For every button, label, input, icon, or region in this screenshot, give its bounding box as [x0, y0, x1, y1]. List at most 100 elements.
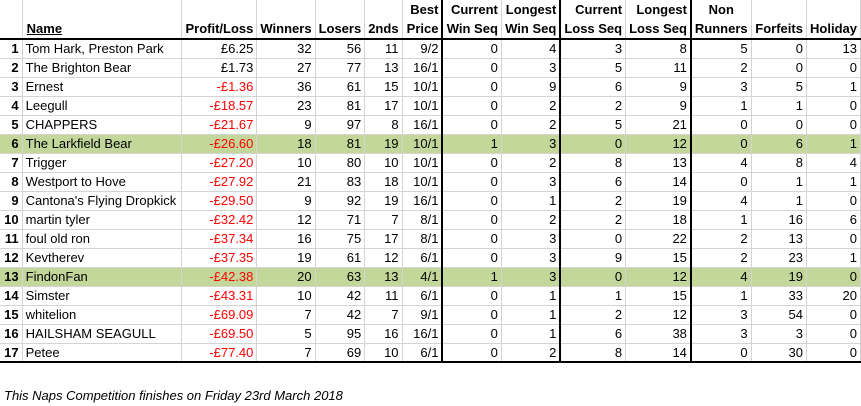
- cell-longest-loss-seq[interactable]: 8: [625, 39, 692, 59]
- cell-position[interactable]: 12: [0, 248, 23, 268]
- cell-winners[interactable]: 20: [256, 267, 316, 287]
- cell-longest-win-seq[interactable]: 2: [501, 96, 562, 116]
- cell-best-price[interactable]: 10/1: [402, 153, 443, 173]
- cell-current-win-seq[interactable]: 0: [441, 248, 502, 268]
- cell-holiday[interactable]: 0: [806, 115, 861, 135]
- cell-winners[interactable]: 32: [256, 39, 316, 59]
- cell-best-price[interactable]: 8/1: [402, 229, 443, 249]
- cell-position[interactable]: 15: [0, 305, 23, 325]
- cell-position[interactable]: 14: [0, 286, 23, 306]
- cell-holiday[interactable]: 1: [806, 134, 861, 154]
- cell-non-runners[interactable]: 0: [690, 172, 752, 192]
- cell-name[interactable]: Westport to Hove: [22, 172, 183, 192]
- cell-name[interactable]: Tom Hark, Preston Park: [22, 39, 183, 59]
- cell-longest-loss-seq[interactable]: 11: [625, 58, 692, 78]
- cell-longest-win-seq[interactable]: 3: [501, 58, 562, 78]
- cell-current-win-seq[interactable]: 0: [441, 324, 502, 344]
- cell-non-runners[interactable]: 2: [690, 229, 752, 249]
- cell-forfeits[interactable]: 0: [751, 115, 807, 135]
- cell-best-price[interactable]: 6/1: [402, 248, 443, 268]
- cell-best-price[interactable]: 16/1: [402, 191, 443, 211]
- cell-profit-loss[interactable]: -£43.31: [181, 286, 258, 306]
- cell-non-runners[interactable]: 0: [690, 115, 752, 135]
- cell-losers[interactable]: 61: [315, 77, 366, 97]
- cell-holiday[interactable]: 0: [806, 96, 861, 116]
- cell-holiday[interactable]: 13: [806, 39, 861, 59]
- cell-current-win-seq[interactable]: 0: [441, 115, 502, 135]
- cell-losers[interactable]: 69: [315, 343, 366, 363]
- cell-winners[interactable]: 19: [256, 248, 316, 268]
- cell-best-price[interactable]: 8/1: [402, 210, 443, 230]
- cell-name[interactable]: Cantona's Flying Dropkick: [22, 191, 183, 211]
- cell-losers[interactable]: 83: [315, 172, 366, 192]
- cell-forfeits[interactable]: 8: [751, 153, 807, 173]
- cell-position[interactable]: 10: [0, 210, 23, 230]
- cell-longest-loss-seq[interactable]: 12: [625, 134, 692, 154]
- cell-name[interactable]: Kevtherev: [22, 248, 183, 268]
- cell-2nds[interactable]: 19: [364, 134, 403, 154]
- header-longest-win-seq[interactable]: Longest Win Seq: [501, 0, 562, 40]
- cell-winners[interactable]: 9: [256, 191, 316, 211]
- cell-2nds[interactable]: 16: [364, 324, 403, 344]
- cell-2nds[interactable]: 7: [364, 305, 403, 325]
- cell-holiday[interactable]: 0: [806, 324, 861, 344]
- cell-longest-win-seq[interactable]: 2: [501, 153, 562, 173]
- cell-current-win-seq[interactable]: 0: [441, 58, 502, 78]
- cell-name[interactable]: The Brighton Bear: [22, 58, 183, 78]
- competition-end-note[interactable]: This Naps Competition finishes on Friday…: [4, 388, 343, 403]
- cell-profit-loss[interactable]: -£21.67: [181, 115, 258, 135]
- cell-profit-loss[interactable]: £6.25: [181, 39, 258, 59]
- cell-longest-win-seq[interactable]: 3: [501, 267, 562, 287]
- cell-non-runners[interactable]: 4: [690, 267, 752, 287]
- cell-forfeits[interactable]: 54: [751, 305, 807, 325]
- cell-2nds[interactable]: 17: [364, 229, 403, 249]
- cell-forfeits[interactable]: 0: [751, 39, 807, 59]
- cell-current-loss-seq[interactable]: 9: [560, 248, 627, 268]
- cell-non-runners[interactable]: 1: [690, 286, 752, 306]
- cell-position[interactable]: 4: [0, 96, 23, 116]
- cell-2nds[interactable]: 11: [364, 286, 403, 306]
- cell-current-loss-seq[interactable]: 1: [560, 286, 627, 306]
- cell-current-win-seq[interactable]: 0: [441, 96, 502, 116]
- cell-current-loss-seq[interactable]: 0: [560, 267, 627, 287]
- cell-current-loss-seq[interactable]: 2: [560, 210, 627, 230]
- cell-longest-win-seq[interactable]: 1: [501, 191, 562, 211]
- cell-name[interactable]: foul old ron: [22, 229, 183, 249]
- cell-best-price[interactable]: 10/1: [402, 96, 443, 116]
- cell-current-loss-seq[interactable]: 8: [560, 343, 627, 363]
- cell-profit-loss[interactable]: -£26.60: [181, 134, 258, 154]
- cell-non-runners[interactable]: 1: [690, 96, 752, 116]
- cell-longest-loss-seq[interactable]: 12: [625, 305, 692, 325]
- cell-longest-win-seq[interactable]: 1: [501, 286, 562, 306]
- cell-forfeits[interactable]: 1: [751, 191, 807, 211]
- cell-best-price[interactable]: 4/1: [402, 267, 443, 287]
- cell-longest-loss-seq[interactable]: 21: [625, 115, 692, 135]
- header-current-loss-seq[interactable]: Current Loss Seq: [560, 0, 627, 40]
- cell-current-win-seq[interactable]: 0: [441, 77, 502, 97]
- cell-longest-loss-seq[interactable]: 14: [625, 172, 692, 192]
- cell-non-runners[interactable]: 4: [690, 153, 752, 173]
- cell-longest-win-seq[interactable]: 2: [501, 210, 562, 230]
- cell-winners[interactable]: 7: [256, 343, 316, 363]
- cell-2nds[interactable]: 11: [364, 39, 403, 59]
- cell-profit-loss[interactable]: -£69.09: [181, 305, 258, 325]
- cell-losers[interactable]: 95: [315, 324, 366, 344]
- cell-holiday[interactable]: 1: [806, 172, 861, 192]
- cell-losers[interactable]: 77: [315, 58, 366, 78]
- cell-longest-loss-seq[interactable]: 14: [625, 343, 692, 363]
- cell-losers[interactable]: 42: [315, 305, 366, 325]
- cell-longest-loss-seq[interactable]: 13: [625, 153, 692, 173]
- cell-longest-loss-seq[interactable]: 22: [625, 229, 692, 249]
- cell-longest-loss-seq[interactable]: 18: [625, 210, 692, 230]
- cell-losers[interactable]: 81: [315, 134, 366, 154]
- cell-non-runners[interactable]: 0: [690, 343, 752, 363]
- header-current-win-seq[interactable]: Current Win Seq: [441, 0, 502, 40]
- cell-current-win-seq[interactable]: 0: [441, 305, 502, 325]
- cell-profit-loss[interactable]: -£27.20: [181, 153, 258, 173]
- cell-longest-win-seq[interactable]: 2: [501, 343, 562, 363]
- cell-holiday[interactable]: 4: [806, 153, 861, 173]
- cell-forfeits[interactable]: 6: [751, 134, 807, 154]
- cell-current-win-seq[interactable]: 1: [441, 267, 502, 287]
- cell-position[interactable]: 11: [0, 229, 23, 249]
- cell-profit-loss[interactable]: -£32.42: [181, 210, 258, 230]
